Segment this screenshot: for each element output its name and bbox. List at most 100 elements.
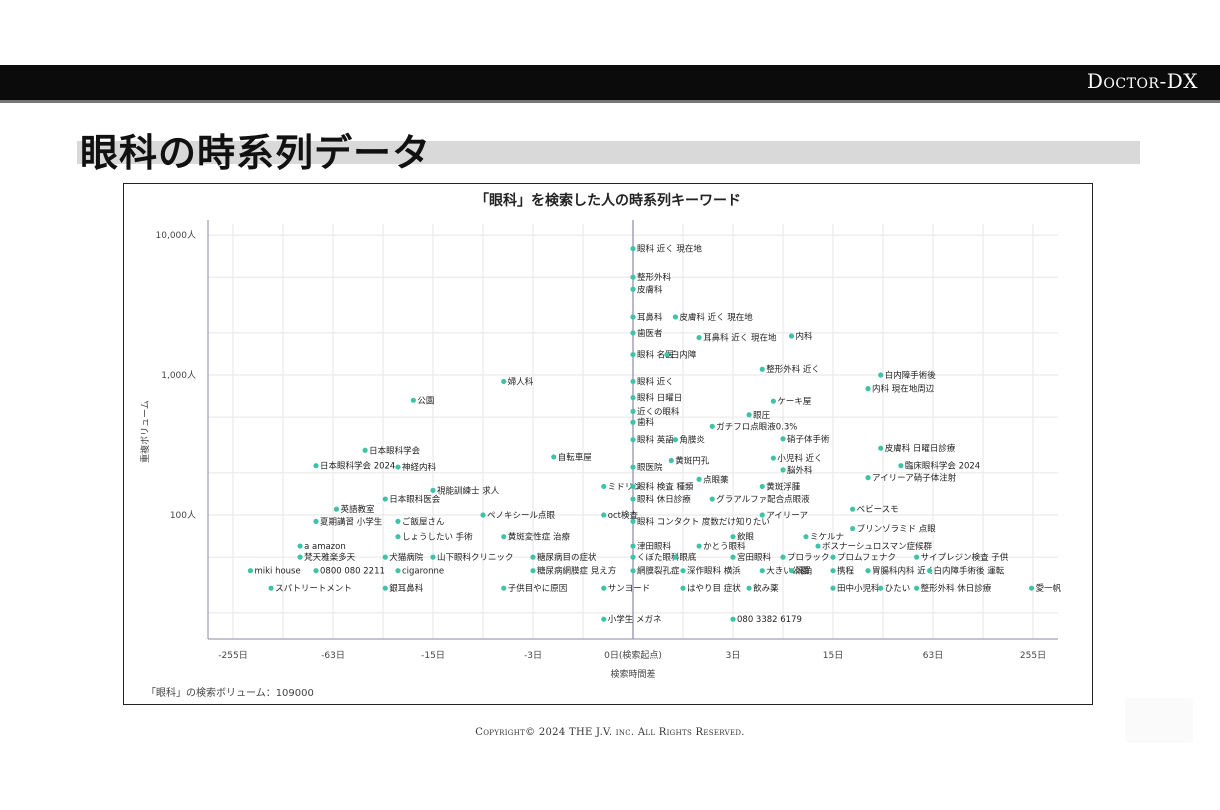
- data-point-label: しょうしたい 手術: [402, 532, 473, 543]
- data-point-label: 皮膚科: [637, 284, 663, 295]
- data-point-label: 眼科 日曜日: [637, 393, 682, 404]
- data-point: [362, 447, 368, 453]
- data-point-label: サンヨード: [608, 584, 651, 594]
- data-point-label: 硝子体手術: [787, 434, 830, 445]
- data-point-label: 日本眼科医会: [389, 494, 441, 505]
- data-point-label: サイプレジン検査 子供: [921, 552, 1009, 563]
- data-point-label: ケーキ屋: [777, 397, 812, 407]
- data-point-label: 近くの眼科: [637, 406, 680, 417]
- data-point-label: 眼科 コンタクト 度数だけ知りたい: [637, 516, 770, 527]
- data-point: [730, 616, 736, 622]
- data-point-label: cigaronne: [402, 567, 444, 577]
- data-point: [746, 585, 752, 591]
- data-point-label: 宮田眼科: [737, 552, 772, 563]
- data-point: [297, 554, 303, 560]
- data-point: [313, 518, 319, 524]
- data-point: [530, 568, 536, 574]
- x-tick-label: -255日: [218, 650, 247, 661]
- data-point: [601, 585, 607, 591]
- data-point-label: 日本眼科学会 2024: [320, 461, 395, 472]
- data-point-label: 歯医者: [637, 328, 663, 339]
- data-point-label: 田中小児科: [837, 583, 880, 594]
- data-point-label: 080 3382 6179: [737, 615, 802, 625]
- data-point-label: 視能訓練士 求人: [437, 485, 500, 496]
- data-point: [333, 506, 340, 512]
- data-point: [247, 568, 254, 574]
- data-point-label: 津田眼科: [637, 541, 672, 552]
- data-point: [630, 378, 636, 385]
- data-point-label: プロムフェナク: [837, 553, 896, 563]
- data-point: [501, 378, 507, 385]
- chart-title: 「眼科」を検索した人の時系列キーワード: [475, 193, 741, 209]
- data-point: [759, 366, 765, 372]
- data-point-label: ミケルナ: [810, 533, 844, 543]
- data-point-label: 臨床眼科学会 2024: [905, 461, 980, 472]
- data-point: [878, 372, 884, 378]
- data-point-label: 大きい公園: [766, 566, 809, 577]
- data-point-label: 0800 080 2211: [320, 567, 385, 577]
- x-tick-label: 0日(検索起点): [604, 649, 662, 661]
- data-point: [672, 314, 678, 320]
- data-point-label: 角膜炎: [679, 435, 705, 446]
- data-point: [630, 274, 636, 280]
- data-point-label: ミドリン: [608, 482, 642, 492]
- data-point: [709, 423, 715, 429]
- data-point-label: 白内障手術後: [885, 370, 937, 381]
- brand-logo: Doctor-DX: [1086, 69, 1198, 93]
- data-point: [926, 568, 933, 574]
- data-point-label: ボスナーシュロスマン症候群: [822, 541, 933, 552]
- data-point: [430, 487, 436, 493]
- data-point-label: a amazon: [304, 542, 346, 552]
- data-point: [865, 474, 871, 481]
- data-point-label: 夏期講習 小学生: [320, 516, 383, 527]
- data-point: [914, 554, 920, 560]
- data-point-label: 点眼薬: [703, 474, 729, 485]
- copyright-text: Copyright© 2024 THE J.V. inc. All Rights…: [475, 727, 745, 738]
- x-tick-label: 255日: [1020, 650, 1046, 661]
- x-axis-label: 検索時間差: [610, 668, 655, 680]
- data-point: [630, 437, 636, 443]
- data-point: [780, 436, 786, 442]
- data-point-label: 脳外科: [787, 465, 813, 476]
- y-tick-label: 1,000人: [161, 370, 196, 381]
- data-point-label: 携程: [837, 566, 855, 577]
- data-point: [680, 585, 686, 591]
- data-point: [730, 534, 736, 540]
- data-point: [395, 534, 401, 540]
- data-point: [630, 351, 636, 358]
- data-point: [759, 512, 765, 518]
- x-tick-label: -15日: [421, 650, 445, 661]
- data-point-label: ベビースモ: [857, 505, 899, 515]
- data-point-label: 小児科 近く: [777, 453, 822, 464]
- data-point: [630, 330, 636, 336]
- data-point: [780, 467, 786, 473]
- data-point-label: プロラック: [787, 553, 830, 563]
- header-bar: Doctor-DX: [0, 65, 1220, 100]
- data-point: [865, 385, 871, 392]
- data-point-label: くぼた眼科: [637, 552, 680, 563]
- data-point: [788, 568, 795, 574]
- data-point: [680, 568, 686, 574]
- data-point-label: ご飯屋さん: [402, 516, 445, 527]
- chart-frame: 「眼科」を検索した人の時系列キーワード 10,000人 1,000人 100人 -25…: [123, 183, 1093, 705]
- data-point: [630, 419, 636, 425]
- data-point: [730, 554, 736, 560]
- data-point: [878, 585, 884, 591]
- data-point-label: 整形外科 休日診療: [921, 583, 992, 594]
- data-point-label: 眼科 英語: [637, 435, 674, 446]
- data-point-label: miki house: [254, 567, 300, 577]
- data-point-label: 眼科 近く 現在地: [637, 244, 702, 255]
- data-point: [664, 351, 670, 358]
- data-point: [382, 585, 388, 591]
- x-tick-label: 63日: [923, 650, 943, 661]
- data-point: [696, 335, 702, 341]
- x-tick-label: -3日: [524, 650, 542, 661]
- data-point: [630, 554, 636, 560]
- data-point: [803, 534, 809, 540]
- data-point-label: 隔角: [795, 566, 812, 577]
- data-point: [551, 454, 557, 460]
- data-point-label: 犬猫病院: [389, 552, 424, 563]
- search-volume-note: 「眼科」の検索ボリューム：109000: [146, 688, 314, 699]
- data-point-label: 網膜裂孔症: [637, 566, 680, 577]
- y-tick-label: 10,000人: [156, 230, 197, 241]
